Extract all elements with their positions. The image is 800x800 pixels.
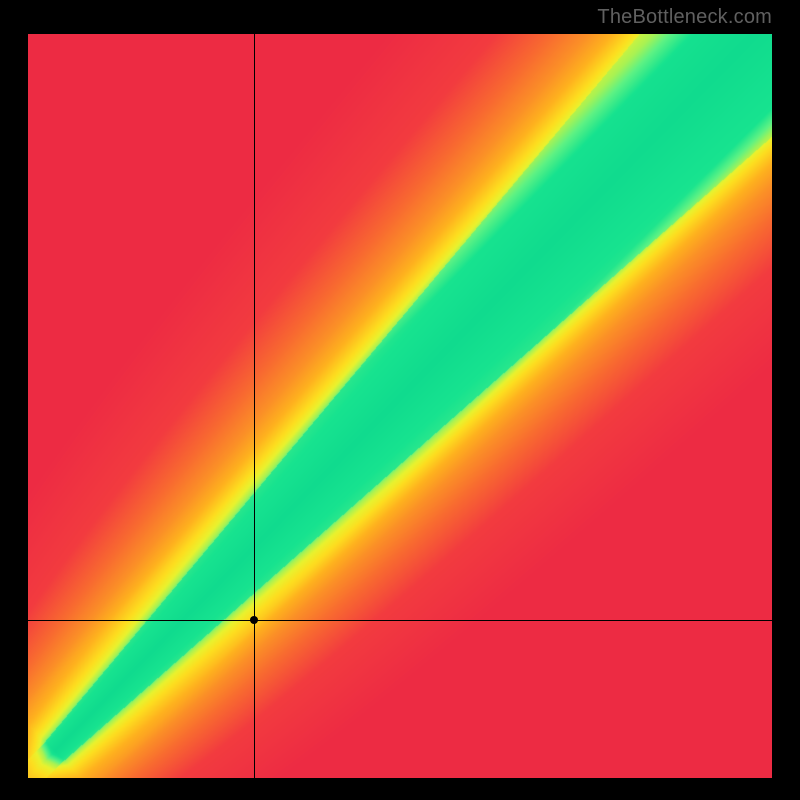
crosshair-horizontal — [28, 620, 772, 621]
plot-area — [28, 34, 772, 778]
crosshair-vertical — [254, 34, 255, 778]
datapoint-dot — [250, 616, 258, 624]
watermark-text: TheBottleneck.com — [597, 6, 772, 29]
heatmap-canvas — [28, 34, 772, 778]
outer-frame: TheBottleneck.com — [0, 0, 800, 800]
